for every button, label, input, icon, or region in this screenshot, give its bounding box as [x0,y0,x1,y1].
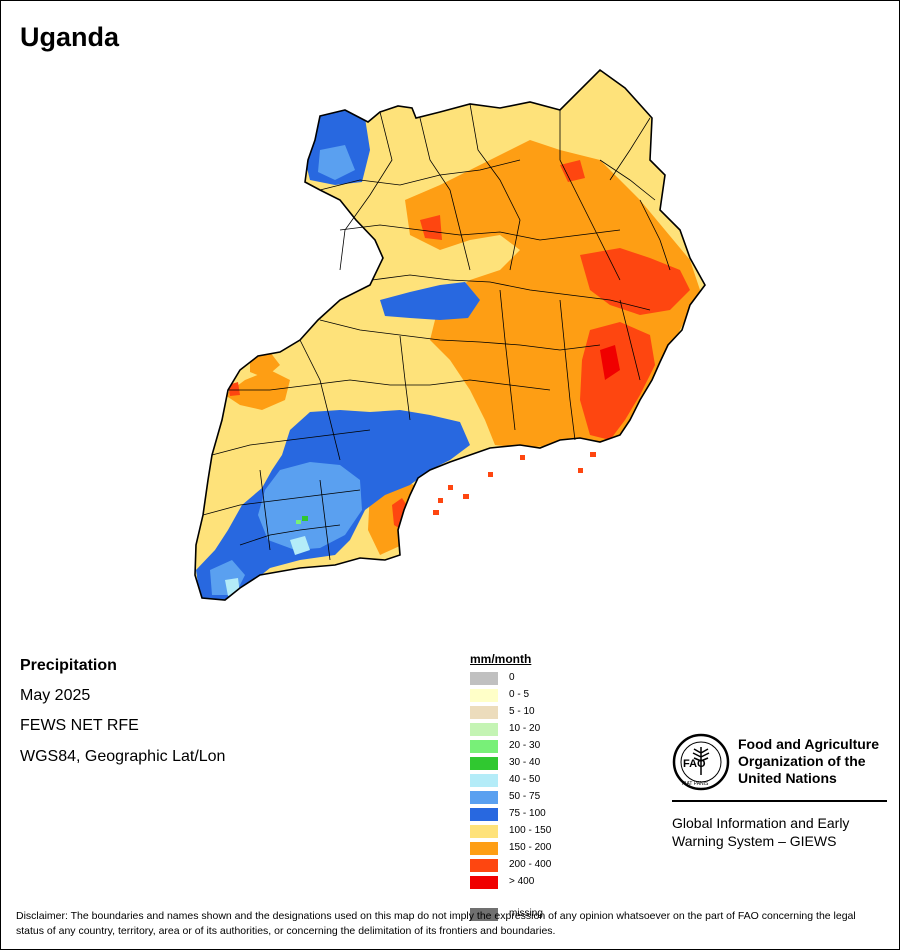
map-title: Uganda [20,22,120,52]
legend-label: 5 - 10 [509,706,535,717]
period-label: May 2025 [20,687,91,704]
logo-text: FAO [683,758,706,770]
legend-label: 20 - 30 [509,740,541,751]
precipitation-map [194,69,706,601]
legend-label: 200 - 400 [509,859,552,870]
legend-label: 100 - 150 [509,825,552,836]
legend-swatch [470,740,498,753]
program-line-1: Global Information and Early [672,815,850,831]
legend-label: 0 - 5 [509,689,530,700]
legend-label: > 400 [509,876,535,887]
legend-swatch [470,791,498,804]
legend-label: missing [509,908,543,919]
legend-swatch [470,757,498,770]
legend-swatch [470,723,498,736]
legend-label: 75 - 100 [509,808,546,819]
program-line-2: Warning System – GIEWS [672,833,837,849]
legend-swatch [470,706,498,719]
source-label: FEWS NET RFE [20,717,139,734]
legend-label: 0 [509,672,515,683]
legend-label: 150 - 200 [509,842,552,853]
fao-logo-icon: FAO FIAT PANIS [672,733,730,791]
legend-swatch [470,859,498,872]
disclaimer-text: Disclaimer: The boundaries and names sho… [16,910,856,937]
legend-label: 30 - 40 [509,757,541,768]
legend-swatch [470,808,498,821]
projection-label: WGS84, Geographic Lat/Lon [20,748,226,765]
legend-label: 50 - 75 [509,791,541,802]
variable-label: Precipitation [20,657,117,674]
legend-swatch [470,774,498,787]
legend-swatch [470,825,498,838]
org-name-line-3: United Nations [738,770,837,786]
legend-swatch [470,689,498,702]
legend-unit: mm/month [470,652,532,666]
org-name-line-1: Food and Agriculture [738,736,880,752]
legend-swatch [470,876,498,889]
legend-label: 40 - 50 [509,774,541,785]
legend-swatch [470,908,498,921]
legend-label: 10 - 20 [509,723,541,734]
logo-motto: FIAT PANIS [682,781,709,787]
legend-swatch [470,672,498,685]
legend-swatch [470,842,498,855]
rainfall-zones [195,70,705,600]
district-boundaries [202,103,671,561]
org-name-line-2: Organization of the [738,753,866,769]
lake-shore-cells [433,452,596,515]
logo-divider [672,800,887,802]
